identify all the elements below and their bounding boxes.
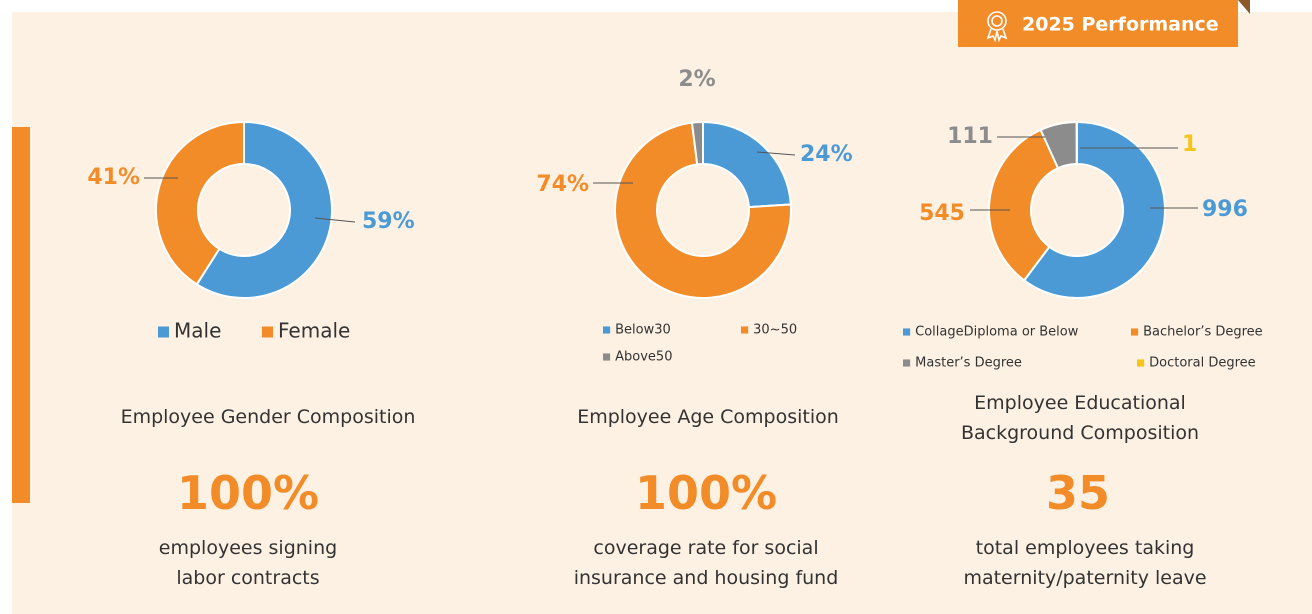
data-label: 41% xyxy=(87,165,140,190)
legend-label: Master’s Degree xyxy=(915,356,1022,371)
legend-label: Bachelor’s Degree xyxy=(1143,325,1263,340)
data-label: 996 xyxy=(1202,197,1248,222)
chart-title: Employee Gender Composition xyxy=(120,406,416,428)
data-label: 1 xyxy=(1182,132,1197,157)
donut-segment xyxy=(614,121,792,299)
data-label: 24% xyxy=(800,142,853,167)
donut-segment xyxy=(195,120,333,299)
stat-value: 35 xyxy=(1045,466,1110,520)
data-label: 111 xyxy=(947,124,993,149)
stat-value: 100% xyxy=(176,466,320,520)
donut-segment xyxy=(1022,120,1166,299)
leader-line xyxy=(314,217,356,223)
legend-swatch xyxy=(903,328,911,336)
donut-segment xyxy=(988,128,1060,282)
donut-segment xyxy=(690,120,704,166)
badge-fold xyxy=(1238,0,1250,14)
legend-label: Doctoral Degree xyxy=(1149,356,1256,371)
legend-label: Male xyxy=(174,319,221,343)
stat-value: 100% xyxy=(634,466,778,520)
legend-swatch xyxy=(1137,359,1145,367)
stat-text: employees signing labor contracts xyxy=(158,537,338,589)
legend-label: Female xyxy=(278,319,350,343)
stat-text: total employees taking maternity/paterni… xyxy=(963,537,1207,589)
legend-label: Above50 xyxy=(615,350,672,365)
legend-swatch xyxy=(1131,328,1139,336)
legend-label: Below30 xyxy=(615,323,671,338)
legend-swatch xyxy=(603,326,611,334)
legend-swatch xyxy=(603,353,611,361)
data-label: 74% xyxy=(536,172,589,197)
badge-icon xyxy=(986,11,1008,43)
chart-title: Employee Educational Background Composit… xyxy=(960,392,1200,444)
panel xyxy=(12,12,1312,614)
stat-text: coverage rate for social insurance and h… xyxy=(573,537,839,589)
data-label: 2% xyxy=(678,67,715,92)
data-label: 59% xyxy=(362,209,415,234)
badge-text: 2025 Performance xyxy=(1022,14,1219,36)
legend-label: CollageDiploma or Below xyxy=(915,325,1079,340)
legend-swatch xyxy=(903,359,911,367)
badge xyxy=(958,0,1238,47)
legend-swatch xyxy=(741,326,749,334)
data-label: 545 xyxy=(919,201,965,226)
chart-title: Employee Age Composition xyxy=(577,406,839,428)
donut-segment xyxy=(155,120,245,286)
leader-line xyxy=(756,151,796,156)
legend-swatch xyxy=(158,326,169,338)
side-bar xyxy=(12,127,30,503)
legend-swatch xyxy=(262,326,273,338)
legend-label: 30~50 xyxy=(753,323,797,338)
